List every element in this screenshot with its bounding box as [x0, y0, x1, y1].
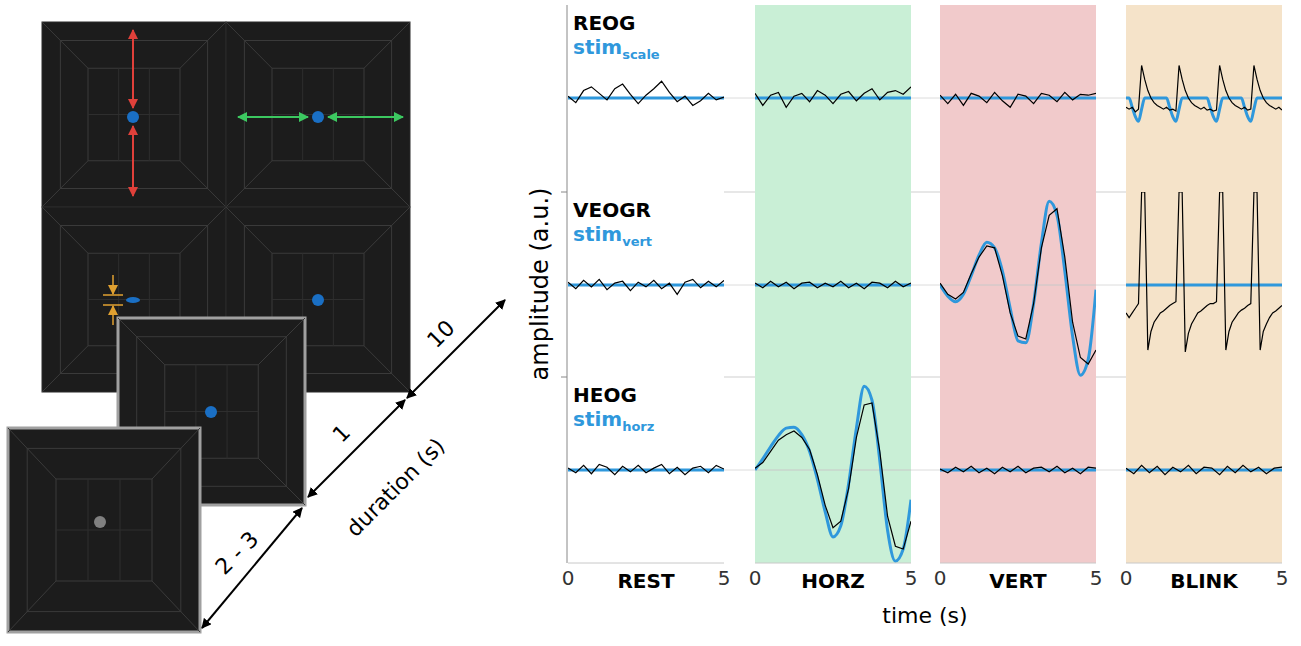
- html-text:HORZ: HORZ: [801, 569, 865, 593]
- html-text:BLINK: BLINK: [1170, 569, 1238, 593]
- svg-text:0: 0: [1120, 566, 1133, 590]
- svg-text:0: 0: [562, 566, 575, 590]
- html-text:stimhorz: stimhorz: [573, 407, 655, 434]
- html-text:stimscale: stimscale: [573, 35, 660, 62]
- html-text:VEOGR: VEOGR: [573, 198, 651, 222]
- svg-text:0: 0: [749, 566, 762, 590]
- svg-text:10: 10: [422, 315, 459, 352]
- svg-text:5: 5: [1090, 566, 1103, 590]
- svg-text:5: 5: [718, 566, 731, 590]
- svg-text:0: 0: [934, 566, 947, 590]
- html-text:HEOG: HEOG: [573, 383, 637, 407]
- svg-text:2 - 3: 2 - 3: [210, 526, 263, 579]
- svg-text:5: 5: [1276, 566, 1289, 590]
- svg-text:duration (s): duration (s): [341, 433, 449, 541]
- html-text:REST: REST: [617, 569, 675, 593]
- html-text:REOG: REOG: [573, 11, 636, 35]
- html-text:amplitude (a.u.): amplitude (a.u.): [526, 187, 554, 381]
- html-text:VERT: VERT: [989, 569, 1047, 593]
- html-text:stimvert: stimvert: [573, 222, 653, 249]
- svg-text:1: 1: [328, 420, 356, 448]
- html-text:time (s): time (s): [882, 603, 968, 628]
- svg-text:5: 5: [905, 566, 918, 590]
